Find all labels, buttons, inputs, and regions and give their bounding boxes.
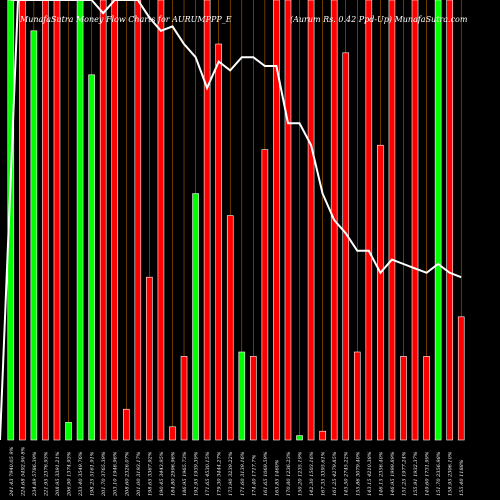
- x-tick-label: 146.95 1999.89%: [390, 451, 396, 496]
- x-tick-label: 155.86 3079.40%: [355, 451, 361, 496]
- bar-up: [434, 0, 442, 441]
- price-line-layer: [0, 0, 462, 441]
- chart-subtitle: (Aurum Rs. 0.42 Ppd-Up) MunafaSutra.com: [290, 15, 468, 24]
- x-tick-label: 203.10 1946.96%: [113, 451, 119, 497]
- x-tick-label: 145.50 2745.22%: [344, 451, 350, 496]
- bar-down: [19, 0, 26, 441]
- x-tick-label: 208.95 3391.21%: [55, 451, 61, 497]
- x-tick-label: 146.15 2356.40%: [378, 451, 384, 496]
- bar-down: [157, 0, 165, 441]
- bar-up: [238, 351, 246, 441]
- x-tick-label: 149.60 1731.99%: [425, 451, 431, 496]
- x-tick-label: 155.91 1932.37%: [413, 451, 419, 496]
- bar-down: [99, 0, 107, 441]
- price-line: [0, 0, 462, 441]
- x-tick-label: 174.40 1717.7%: [251, 454, 257, 496]
- bar-up: [7, 0, 15, 441]
- x-tick-label: 192.95 1939.39%: [194, 451, 200, 496]
- bars-layer: [7, 0, 465, 441]
- x-tick-label: 155.40 1188%: [459, 459, 465, 496]
- bar-down: [423, 356, 430, 441]
- bar-down: [342, 52, 350, 441]
- x-tick-label: 171.60 3139.16%: [240, 451, 246, 496]
- bar-down: [122, 408, 130, 441]
- x-tick-label: 234.89 5786.39%: [32, 451, 38, 497]
- bar-down: [353, 351, 361, 441]
- x-tick-label: 198.25 5161.91%: [90, 451, 96, 496]
- x-tick-label: 241.43 7940.05 9%: [9, 446, 15, 497]
- bar-down: [42, 0, 49, 441]
- bar-down: [215, 43, 222, 441]
- bar-down: [226, 215, 234, 441]
- bar-down: [365, 0, 373, 441]
- bar-down: [180, 356, 188, 441]
- x-tick-label: 167.35 3395.61%: [321, 451, 327, 496]
- x-tick-label: 150.20 1235.19%: [298, 451, 304, 496]
- x-tick-label: 179.30 3444.27%: [217, 451, 223, 496]
- bar-up: [88, 74, 95, 441]
- x-tick-label: 186.95 1965.73%: [182, 451, 188, 496]
- bar-down: [284, 0, 292, 441]
- bar-up: [30, 30, 38, 441]
- bar-down: [400, 356, 407, 441]
- bar-up: [65, 422, 72, 441]
- bar-down: [307, 0, 315, 441]
- bar-down: [261, 149, 269, 441]
- x-tick-label: 165.85 1460%: [274, 459, 280, 496]
- x-tick-labels: 241.43 7940.05 9% 224.68 5492.90 8% 234.89…: [9, 446, 465, 497]
- x-tick-label: 170.80 1236.23%: [286, 451, 292, 496]
- x-tick-label: 158.95 2306.10%: [448, 451, 454, 496]
- bar-down: [169, 426, 176, 441]
- x-tick-label: 201.00 3193.17%: [136, 451, 142, 497]
- bar-down: [377, 144, 384, 441]
- bar-down: [250, 356, 257, 441]
- x-tick-label: 198.65 3367.92%: [147, 451, 153, 496]
- bar-down: [388, 0, 396, 441]
- bar-down: [111, 0, 119, 441]
- x-tick-label: 208.60 2326.07%: [124, 451, 130, 497]
- bar-up: [76, 0, 84, 441]
- x-tick-label: 151.25 1977.24%: [401, 451, 407, 496]
- bar-down: [319, 430, 326, 441]
- bar-down: [411, 0, 419, 441]
- bar-up: [192, 193, 199, 441]
- x-tick-label: 233.40 3549.76%: [78, 451, 84, 497]
- bar-down: [273, 0, 280, 441]
- bar-down: [446, 0, 453, 441]
- bar-down: [134, 0, 142, 441]
- x-tick-label: 184.80 2996.96%: [170, 451, 176, 496]
- bar-down: [203, 0, 211, 441]
- x-tick-label: 173.90 3239.22%: [228, 451, 234, 496]
- x-tick-label: 142.30 1503.16%: [309, 451, 315, 496]
- x-tick-label: 201.70 3765.39%: [101, 451, 107, 497]
- bar-down: [457, 316, 465, 441]
- x-tick-label: 190.45 3443.95%: [159, 451, 165, 496]
- bar-up: [296, 435, 303, 441]
- x-tick-label: 161.25 4279.85%: [332, 451, 338, 496]
- x-tick-label: 171.65 4530.15%: [205, 451, 211, 496]
- x-tick-label: 221.95 2376.93%: [43, 451, 49, 497]
- bar-down: [146, 276, 153, 441]
- x-tick-label: 161.65 1069.59%: [263, 451, 269, 496]
- x-tick-label: 143.15 4210.38%: [367, 451, 373, 496]
- bar-down: [53, 0, 61, 441]
- x-tick-label: 151.70 2356.98%: [436, 451, 442, 496]
- chart-title: MunafaSutra Money Flow Charts for AURUMP…: [19, 15, 232, 24]
- x-tick-label: 206.90 1374.93%: [67, 451, 73, 497]
- x-tick-label: 224.68 5492.90 8%: [20, 446, 26, 497]
